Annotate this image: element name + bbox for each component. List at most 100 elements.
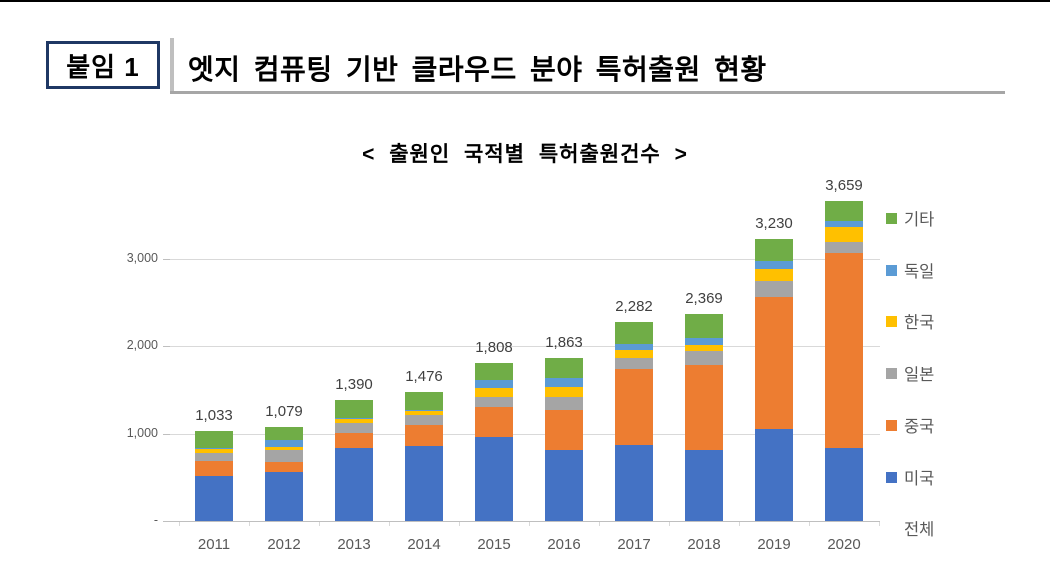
bar-segment-미국-2016 [545, 449, 583, 521]
bar-segment-일본-2016 [545, 396, 583, 410]
y-axis-tick [163, 521, 170, 522]
bar-segment-일본-2011 [195, 453, 233, 462]
bar-segment-일본-2019 [755, 280, 793, 298]
x-axis-label: 2018 [687, 536, 721, 553]
gridline [170, 433, 880, 435]
bar-segment-한국-2019 [755, 269, 793, 281]
bar-segment-기타-2019 [755, 238, 793, 261]
legend-item-전체: 전체 [886, 515, 934, 541]
page-top-rule [0, 0, 1050, 2]
bar-segment-미국-2014 [405, 446, 443, 521]
bar-total-label: 3,230 [755, 214, 793, 232]
bar-total-label: 1,033 [195, 406, 233, 424]
y-axis-label: - [153, 513, 158, 527]
gridline [170, 346, 880, 348]
bar-segment-기타-2016 [545, 358, 583, 379]
bar-segment-한국-2015 [475, 387, 513, 397]
bar-segment-일본-2015 [475, 396, 513, 407]
document-title: 엣지 컴퓨팅 기반 클라우드 분야 특허출원 현황 [188, 54, 767, 85]
legend-item-독일: 독일 [886, 257, 934, 283]
bar-segment-한국-2014 [405, 411, 443, 416]
bar-segment-한국-2013 [335, 418, 373, 423]
x-axis-label: 2016 [547, 536, 581, 553]
bar-segment-독일-2020 [825, 220, 863, 228]
bar-segment-미국-2011 [195, 476, 233, 521]
bar-segment-일본-2020 [825, 242, 863, 253]
legend-marker-일본 [886, 367, 897, 379]
bar-segment-미국-2018 [685, 450, 723, 521]
bar-segment-일본-2018 [685, 350, 723, 366]
bar-total-label: 2,369 [685, 290, 723, 308]
bar-segment-기타-2020 [825, 201, 863, 221]
chart-title: < 출원인 국적별 특허출원건수 > [362, 143, 688, 166]
x-axis-line [170, 521, 880, 522]
x-axis-label: 2014 [407, 536, 441, 553]
bar-segment-중국-2019 [755, 297, 793, 430]
bar-segment-독일-2015 [475, 379, 513, 388]
attachment-badge-label: 붙임 1 [66, 51, 140, 82]
x-axis-label: 2020 [827, 536, 861, 553]
x-axis-label: 2015 [477, 536, 511, 553]
bar-segment-기타-2015 [475, 363, 513, 380]
gridline [170, 259, 880, 260]
bar-segment-한국-2016 [545, 386, 583, 397]
bar-segment-미국-2013 [335, 447, 373, 521]
legend-label: 독일 [904, 263, 935, 281]
bar-total-label: 3,659 [825, 177, 863, 195]
bar-segment-독일-2016 [545, 378, 583, 387]
bar-segment-독일-2013 [335, 418, 373, 419]
bar-segment-일본-2017 [615, 357, 653, 369]
legend-item-기타: 기타 [886, 205, 934, 231]
bar-segment-독일-2018 [685, 338, 723, 346]
bar-segment-한국-2020 [825, 227, 863, 243]
x-axis-tick [459, 522, 460, 526]
x-axis-tick [599, 522, 600, 526]
legend-item-한국: 한국 [886, 308, 934, 334]
x-axis-tick [879, 522, 880, 526]
bar-segment-독일-2011 [195, 448, 233, 450]
x-axis-tick [179, 522, 180, 526]
bar-segment-중국-2016 [545, 409, 583, 450]
y-axis-label: 1,000 [126, 425, 158, 440]
bar-segment-기타-2013 [335, 399, 373, 419]
legend-marker-한국 [886, 315, 897, 327]
bar-total-label: 1,808 [475, 339, 513, 357]
legend-label: 전체 [904, 521, 935, 539]
x-axis-tick [739, 522, 740, 526]
bar-total-label: 1,863 [545, 334, 583, 352]
x-axis-tick [389, 522, 390, 526]
bar-segment-일본-2014 [405, 415, 443, 426]
title-underline [170, 91, 1005, 94]
bar-segment-한국-2018 [685, 345, 723, 351]
x-axis-label: 2017 [617, 536, 651, 553]
bar-segment-독일-2012 [265, 439, 303, 447]
bar-segment-미국-2012 [265, 471, 303, 521]
legend-label: 일본 [904, 366, 935, 384]
bar-total-label: 1,390 [335, 375, 373, 393]
legend-item-일본: 일본 [886, 360, 934, 386]
legend-label: 중국 [904, 418, 935, 436]
bar-segment-기타-2012 [265, 426, 303, 440]
bar-segment-미국-2017 [615, 445, 653, 521]
bar-segment-독일-2017 [615, 343, 653, 350]
bar-segment-한국-2012 [265, 446, 303, 450]
bar-segment-중국-2018 [685, 365, 723, 451]
x-axis-label: 2011 [197, 536, 231, 553]
bar-segment-중국-2017 [615, 368, 653, 446]
bar-segment-독일-2014 [405, 409, 443, 412]
bar-segment-중국-2015 [475, 406, 513, 437]
y-axis-label: 2,000 [126, 338, 158, 353]
bar-total-label: 1,079 [265, 402, 303, 420]
bar-total-label: 2,282 [615, 297, 653, 315]
bar-segment-기타-2017 [615, 321, 653, 344]
y-axis-tick [163, 259, 170, 260]
bar-segment-중국-2020 [825, 252, 863, 448]
header-separator [170, 38, 174, 93]
bar-segment-중국-2014 [405, 425, 443, 447]
y-axis-tick [163, 433, 170, 435]
x-axis-tick [529, 522, 530, 526]
legend-label: 한국 [904, 314, 935, 332]
x-axis-tick [669, 522, 670, 526]
legend-label: 미국 [904, 470, 935, 488]
